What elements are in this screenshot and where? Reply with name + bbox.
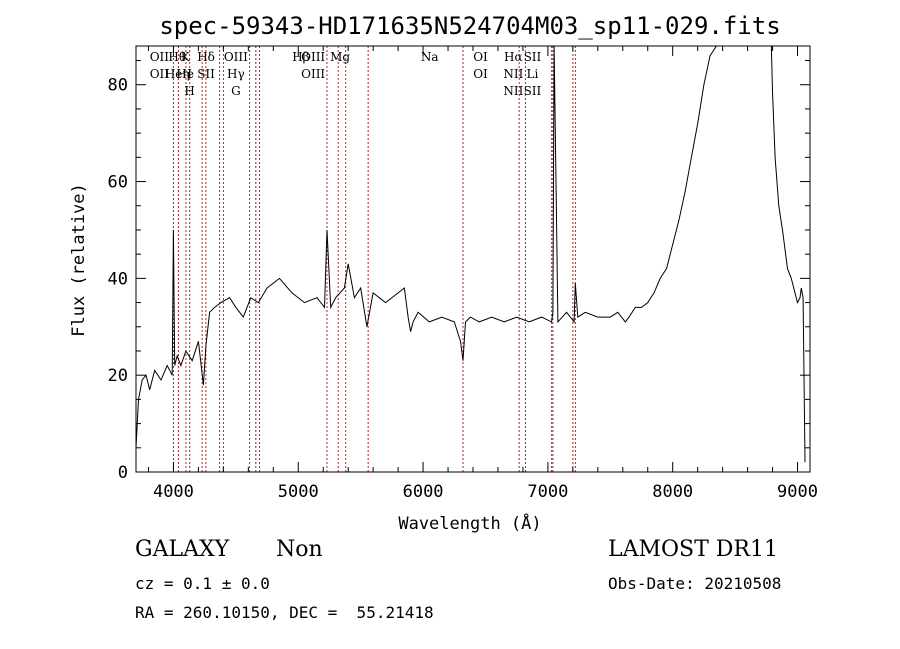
- x-tick-label: 4000: [153, 482, 194, 502]
- y-tick-label: 20: [108, 366, 128, 386]
- line-label: Hδ: [197, 50, 215, 64]
- line-label: Hβ: [292, 50, 309, 64]
- object-subclass: Non: [276, 537, 323, 562]
- line-label: He: [176, 67, 194, 81]
- y-tick-label: 60: [108, 173, 128, 193]
- y-axis-label: Flux (relative): [69, 183, 89, 337]
- line-label: G: [231, 84, 241, 98]
- line-label: OII: [150, 50, 170, 64]
- line-label: SII: [197, 67, 215, 81]
- line-label: K: [181, 50, 191, 64]
- line-label: Hγ: [227, 67, 245, 81]
- line-label: OIII: [301, 50, 325, 64]
- ra-dec: RA = 260.10150, DEC = 55.21418: [135, 603, 434, 622]
- line-label: NII: [503, 67, 523, 81]
- line-label: Li: [527, 67, 539, 81]
- line-label: Na: [421, 50, 439, 64]
- redshift-cz: cz = 0.1 ± 0.0: [135, 574, 270, 593]
- line-label: OIII: [224, 50, 248, 64]
- spectrum-line: [135, 45, 806, 463]
- line-label: OI: [473, 67, 488, 81]
- chart-title: spec-59343-HD171635N524704M03_sp11-029.f…: [159, 12, 780, 40]
- line-label: Hθ: [168, 50, 186, 64]
- line-label: Heη: [165, 67, 190, 81]
- plot-frame: [135, 45, 811, 473]
- line-label: Hα: [504, 50, 523, 64]
- line-label: Mg: [330, 50, 350, 64]
- emission-line-markers: [172, 46, 576, 472]
- line-label: OI: [473, 50, 488, 64]
- survey-name: LAMOST DR11: [608, 537, 778, 562]
- object-class: GALAXY: [135, 537, 230, 562]
- line-label: I: [187, 67, 192, 81]
- y-tick-label: 0: [118, 463, 128, 483]
- x-axis-label: Wavelength (Å): [398, 512, 541, 534]
- line-label: SII: [524, 84, 542, 98]
- emission-line-labels: OIIOIIHθHeηKHeIHHδSIIOIIIHγGHβOIIIOIIIMg…: [150, 50, 542, 98]
- x-tick-label: 6000: [403, 482, 444, 502]
- line-label: H: [184, 84, 194, 98]
- y-tick-label: 40: [108, 269, 128, 289]
- axes: 4000 5000 6000 7000 8000 9000 0 20 40 60 80: [108, 45, 818, 502]
- line-label: SII: [524, 50, 542, 64]
- obs-date: Obs-Date: 20210508: [608, 574, 782, 593]
- x-tick-label: 8000: [652, 482, 693, 502]
- y-tick-label: 80: [108, 76, 128, 96]
- x-tick-label: 5000: [278, 482, 319, 502]
- x-tick-label: 9000: [777, 482, 818, 502]
- line-label: NII: [503, 84, 523, 98]
- line-label: OII: [150, 67, 170, 81]
- x-tick-label: 7000: [527, 482, 568, 502]
- line-label: OIII: [301, 67, 325, 81]
